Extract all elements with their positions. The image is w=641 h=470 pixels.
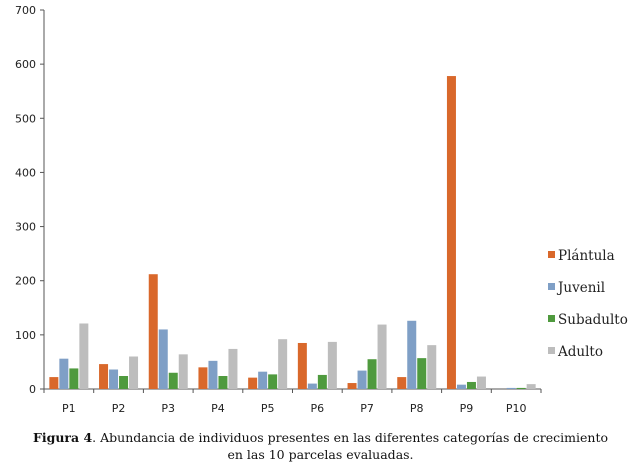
y-tick-label: 300: [15, 221, 36, 234]
bar-subadulto: [268, 374, 278, 389]
bar-subadulto: [168, 372, 178, 389]
x-tick-label: P4: [211, 402, 225, 415]
chart-bars: [49, 76, 536, 389]
bar-subadulto: [367, 359, 377, 389]
y-tick-label: 100: [15, 329, 36, 342]
x-tick-labels: P1 P2 P3 P4 P5 P6 P7 P8 P9 P10: [43, 389, 542, 415]
bar-adulto: [476, 376, 486, 389]
bar-plántula: [99, 364, 109, 389]
bar-subadulto: [119, 376, 129, 389]
legend-label: Adulto: [557, 344, 603, 360]
bar-adulto: [327, 341, 337, 389]
y-tick-label: 400: [15, 166, 36, 179]
bar-adulto: [278, 339, 288, 389]
x-tick-label: P8: [410, 402, 424, 415]
legend-label: Plántula: [558, 248, 615, 264]
bar-adulto: [178, 354, 188, 389]
bar-adulto: [526, 384, 536, 389]
bar-juvenil: [506, 387, 516, 389]
x-tick-label: P9: [460, 402, 474, 415]
bar-plántula: [397, 377, 407, 389]
bar-subadulto: [516, 387, 526, 389]
chart-legend: Plántula Juvenil Subadulto Adulto: [548, 248, 628, 360]
caption-text: . Abundancia de individuos presentes en …: [92, 430, 608, 445]
y-tick-label: 0: [29, 383, 36, 396]
x-tick-label: P7: [360, 402, 374, 415]
bar-subadulto: [466, 381, 476, 389]
bar-juvenil: [158, 329, 168, 389]
bar-juvenil: [59, 358, 69, 389]
bar-adulto: [427, 345, 437, 389]
x-tick-label: P5: [261, 402, 275, 415]
bar-subadulto: [317, 374, 327, 389]
caption-label: Figura 4: [32, 430, 93, 445]
y-tick-label: 600: [15, 58, 36, 71]
legend-swatch: [548, 347, 555, 354]
bar-plántula: [198, 367, 208, 389]
legend-swatch: [548, 251, 555, 258]
bar-plántula: [248, 377, 258, 389]
x-tick-label: P1: [62, 402, 76, 415]
y-tick-labels: 0 100 200 300 400 500 600 700: [15, 4, 44, 396]
x-tick-label: P3: [161, 402, 175, 415]
y-tick-label: 200: [15, 275, 36, 288]
bar-juvenil: [258, 371, 268, 389]
bar-juvenil: [208, 360, 218, 389]
bar-adulto: [79, 323, 89, 389]
bar-juvenil: [456, 384, 466, 389]
bar-juvenil: [307, 383, 317, 389]
bar-subadulto: [69, 368, 79, 389]
bar-plántula: [347, 383, 357, 389]
legend-label: Juvenil: [556, 280, 605, 296]
bar-adulto: [228, 348, 238, 389]
bar-plántula: [297, 342, 307, 389]
bar-subadulto: [417, 358, 427, 389]
bar-plántula: [446, 76, 456, 389]
x-tick-label: P2: [112, 402, 126, 415]
legend-swatch: [548, 283, 555, 290]
bar-plántula: [49, 377, 59, 389]
caption-line-2: en las 10 parcelas evaluadas.: [227, 447, 414, 462]
bar-adulto: [129, 356, 139, 389]
bar-plántula: [148, 274, 158, 389]
bar-juvenil: [109, 369, 119, 389]
y-tick-label: 700: [15, 4, 36, 17]
legend-label: Subadulto: [558, 312, 628, 328]
figure-caption: Figura 4. Abundancia de individuos prese…: [0, 429, 641, 463]
x-tick-label: P6: [311, 402, 325, 415]
x-tick-label: P10: [506, 402, 527, 415]
caption-line-1: Figura 4. Abundancia de individuos prese…: [0, 429, 641, 446]
legend-swatch: [548, 315, 555, 322]
bar-adulto: [377, 324, 387, 389]
bar-juvenil: [407, 320, 417, 389]
bar-subadulto: [218, 376, 228, 389]
bar-chart: P1 P2 P3 P4 P5 P6 P7 P8 P9 P10 0 100 200 300 400 500 60…: [15, 4, 628, 415]
bar-juvenil: [357, 370, 367, 389]
y-tick-label: 500: [15, 112, 36, 125]
chart-axes: [43, 10, 541, 390]
